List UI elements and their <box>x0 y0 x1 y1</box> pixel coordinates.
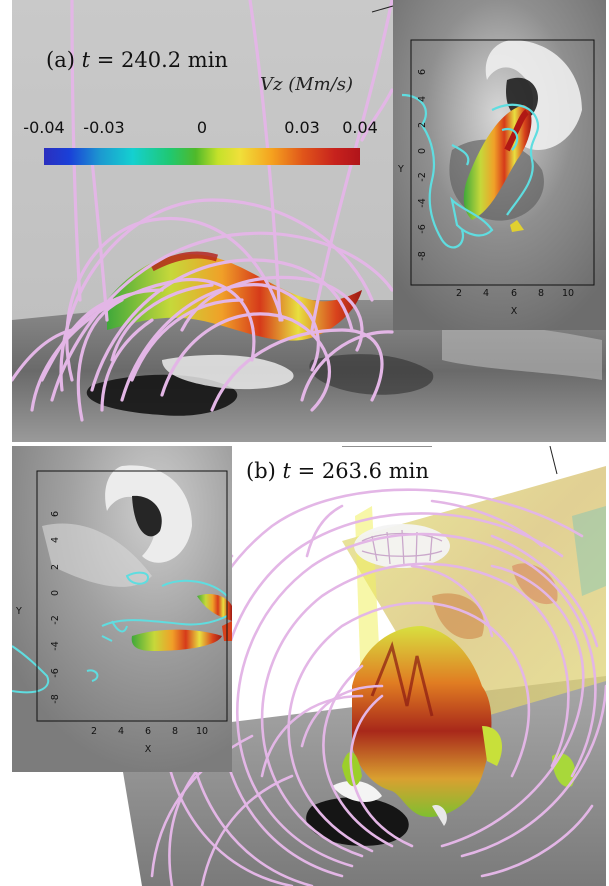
inset-b-xtick: 8 <box>172 726 178 737</box>
inset-b-xtick: 2 <box>91 726 97 737</box>
panel-a-label-var: t <box>81 48 91 72</box>
inset-b-ytick: 2 <box>50 564 61 570</box>
inset-b-ytick: -6 <box>50 668 61 677</box>
inset-a-xtick: 6 <box>511 288 517 299</box>
panel-b-label-value: = 263.6 min <box>290 459 429 483</box>
inset-a-ytick: -4 <box>417 198 428 207</box>
inset-b-ytick: -8 <box>50 694 61 703</box>
inset-a-ytick: 6 <box>417 69 428 75</box>
colorbar <box>44 148 360 165</box>
inset-a-ylabel: Y <box>397 164 404 175</box>
panel-a-rendering: 6 4 2 0 -2 -4 -6 -8 Y 2 4 6 8 10 X <box>12 0 606 442</box>
panel-b-inset: 6 4 2 0 -2 -4 -6 -8 Y 2 4 6 8 10 X <box>12 446 232 772</box>
inset-b-ytick: 6 <box>50 511 61 517</box>
inset-a-xlabel: X <box>511 306 518 317</box>
panel-b-inset-background <box>12 446 232 772</box>
panel-b-rendering: 6 4 2 0 -2 -4 -6 -8 Y 2 4 6 8 10 X <box>12 446 606 886</box>
panel-a: 6 4 2 0 -2 -4 -6 -8 Y 2 4 6 8 10 X (a) t… <box>12 0 606 442</box>
inset-b-xlabel: X <box>145 744 152 755</box>
inset-b-ytick: -4 <box>50 641 61 650</box>
panel-a-label-value: = 240.2 min <box>90 48 228 72</box>
colorbar-tick: -0.04 <box>23 118 65 137</box>
inset-a-ytick: 2 <box>417 122 428 128</box>
panel-a-inset: 6 4 2 0 -2 -4 -6 -8 Y 2 4 6 8 10 X <box>371 0 606 330</box>
inset-a-ytick: -6 <box>417 224 428 233</box>
inset-a-xtick: 10 <box>562 288 574 299</box>
panel-a-label: (a) t = 240.2 min <box>46 48 228 72</box>
panel-b-label: (b) t = 263.6 min <box>246 459 429 483</box>
panel-b: 6 4 2 0 -2 -4 -6 -8 Y 2 4 6 8 10 X (b) t… <box>12 446 606 886</box>
flux-rope <box>107 254 362 341</box>
magnetic-field-lines <box>12 0 394 422</box>
inset-a-ytick: 4 <box>417 96 428 102</box>
inset-a-xtick: 4 <box>483 288 489 299</box>
colorbar-tick: 0 <box>196 118 208 137</box>
inset-b-xtick: 10 <box>196 726 208 737</box>
panel-b-label-prefix: (b) <box>246 459 283 483</box>
inset-a-ytick: 0 <box>417 148 428 154</box>
inset-a-xtick: 8 <box>538 288 544 299</box>
inset-b-xtick: 4 <box>118 726 124 737</box>
inset-b-ytick: -2 <box>50 615 61 624</box>
inset-a-xtick: 2 <box>456 288 462 299</box>
inset-b-ytick: 0 <box>50 590 61 596</box>
colorbar-tick: 0.04 <box>342 118 378 137</box>
panel-b-label-var: t <box>282 459 291 483</box>
inset-b-ylabel: Y <box>15 606 22 617</box>
colorbar-ticks: -0.04 -0.03 0 0.03 0.04 <box>12 118 392 138</box>
panel-a-inset-axes <box>410 39 595 286</box>
colorbar-tick: -0.03 <box>83 118 125 137</box>
inset-a-ytick: -8 <box>417 251 428 260</box>
panel-a-label-prefix: (a) <box>46 48 82 72</box>
panel-b-inset-axes <box>36 470 228 722</box>
colorbar-title: Vz (Mm/s) <box>260 74 354 95</box>
inset-a-ytick: -2 <box>417 172 428 181</box>
eruptive-structure <box>352 626 492 817</box>
colorbar-tick: 0.03 <box>284 118 320 137</box>
inset-b-ytick: 4 <box>50 537 61 543</box>
contour-lines <box>12 571 228 694</box>
contour-lines <box>401 93 540 249</box>
inset-b-xtick: 6 <box>145 726 151 737</box>
